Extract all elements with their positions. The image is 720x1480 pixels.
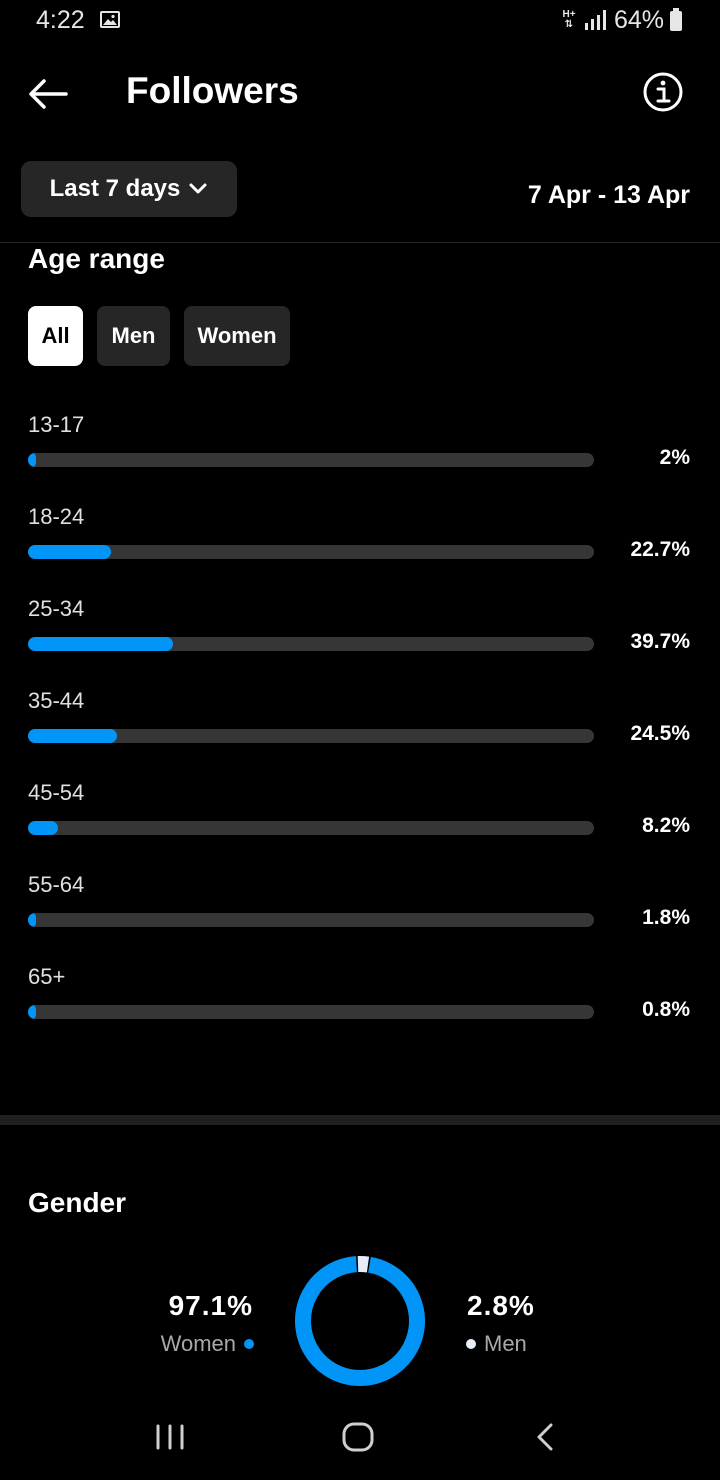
age-label-13-17: 13-17 [28, 412, 85, 437]
tab-women[interactable]: Women [184, 306, 290, 366]
men-legend-dot [466, 1339, 476, 1349]
age-value-55-64: 1.8% [642, 906, 690, 929]
age-bar-track [28, 729, 594, 743]
date-range-dropdown[interactable]: Last 7 days [21, 161, 237, 217]
men-legend: Men [466, 1331, 527, 1357]
tab-all[interactable]: All [28, 306, 83, 366]
age-bar-track [28, 545, 594, 559]
arrow-left-icon [29, 79, 68, 109]
men-legend-label: Men [484, 1331, 527, 1356]
age-label-25-34: 25-34 [28, 596, 85, 621]
women-legend: Women [161, 1331, 254, 1357]
battery-icon [670, 8, 682, 31]
info-circle-icon [643, 72, 683, 112]
system-back-button[interactable] [530, 1418, 560, 1456]
gender-title: Gender [28, 1187, 127, 1218]
signal-icon [585, 10, 606, 30]
age-value-35-44: 24.5% [630, 722, 690, 745]
home-icon [342, 1422, 374, 1452]
men-slice [357, 1256, 370, 1273]
age-bar-25-34 [28, 637, 173, 651]
age-bar-65+ [28, 1005, 36, 1019]
info-button[interactable] [641, 70, 685, 114]
date-range-text: 7 Apr - 13 Apr [527, 181, 690, 209]
network-type-icon: H+ ⇅ [562, 9, 576, 30]
women-legend-dot [244, 1339, 254, 1349]
women-slice [295, 1256, 425, 1386]
age-bar-track [28, 637, 594, 651]
recent-apps-button[interactable] [153, 1418, 187, 1456]
age-label-65+: 65+ [28, 964, 66, 989]
age-bar-13-17 [28, 453, 36, 467]
age-bar-45-54 [28, 821, 58, 835]
age-value-18-24: 22.7% [630, 538, 690, 561]
age-value-25-34: 39.7% [630, 630, 690, 653]
age-label-35-44: 35-44 [28, 688, 85, 713]
age-value-65+: 0.8% [642, 998, 690, 1021]
age-bar-35-44 [28, 729, 118, 743]
back-button[interactable] [26, 72, 72, 118]
age-bar-track [28, 821, 594, 835]
gallery-notification-icon [100, 11, 120, 28]
page-title: Followers [126, 70, 299, 111]
status-time: 4:22 [36, 6, 85, 34]
age-bar-18-24 [28, 545, 111, 559]
age-range-title: Age range [28, 243, 165, 274]
age-label-18-24: 18-24 [28, 504, 85, 529]
women-percentage: 97.1% [168, 1290, 253, 1321]
age-bar-track [28, 453, 594, 467]
age-label-45-54: 45-54 [28, 780, 85, 805]
age-bar-55-64 [28, 913, 36, 927]
chevron-down-icon [189, 183, 207, 194]
section-divider [0, 1115, 720, 1125]
age-value-13-17: 2% [659, 446, 690, 469]
age-bar-track [28, 913, 594, 927]
age-label-55-64: 55-64 [28, 872, 85, 897]
women-legend-label: Women [160, 1331, 236, 1356]
age-value-45-54: 8.2% [642, 814, 690, 837]
divider [0, 242, 720, 243]
gender-donut-chart [295, 1256, 425, 1386]
battery-percentage: 64% [614, 6, 665, 34]
recent-apps-icon [156, 1424, 184, 1450]
home-button[interactable] [340, 1418, 376, 1456]
date-range-dropdown-label: Last 7 days [49, 175, 181, 202]
tab-men[interactable]: Men [97, 306, 170, 366]
age-bar-track [28, 1005, 594, 1019]
chevron-left-icon [537, 1423, 553, 1451]
men-percentage: 2.8% [467, 1290, 535, 1321]
